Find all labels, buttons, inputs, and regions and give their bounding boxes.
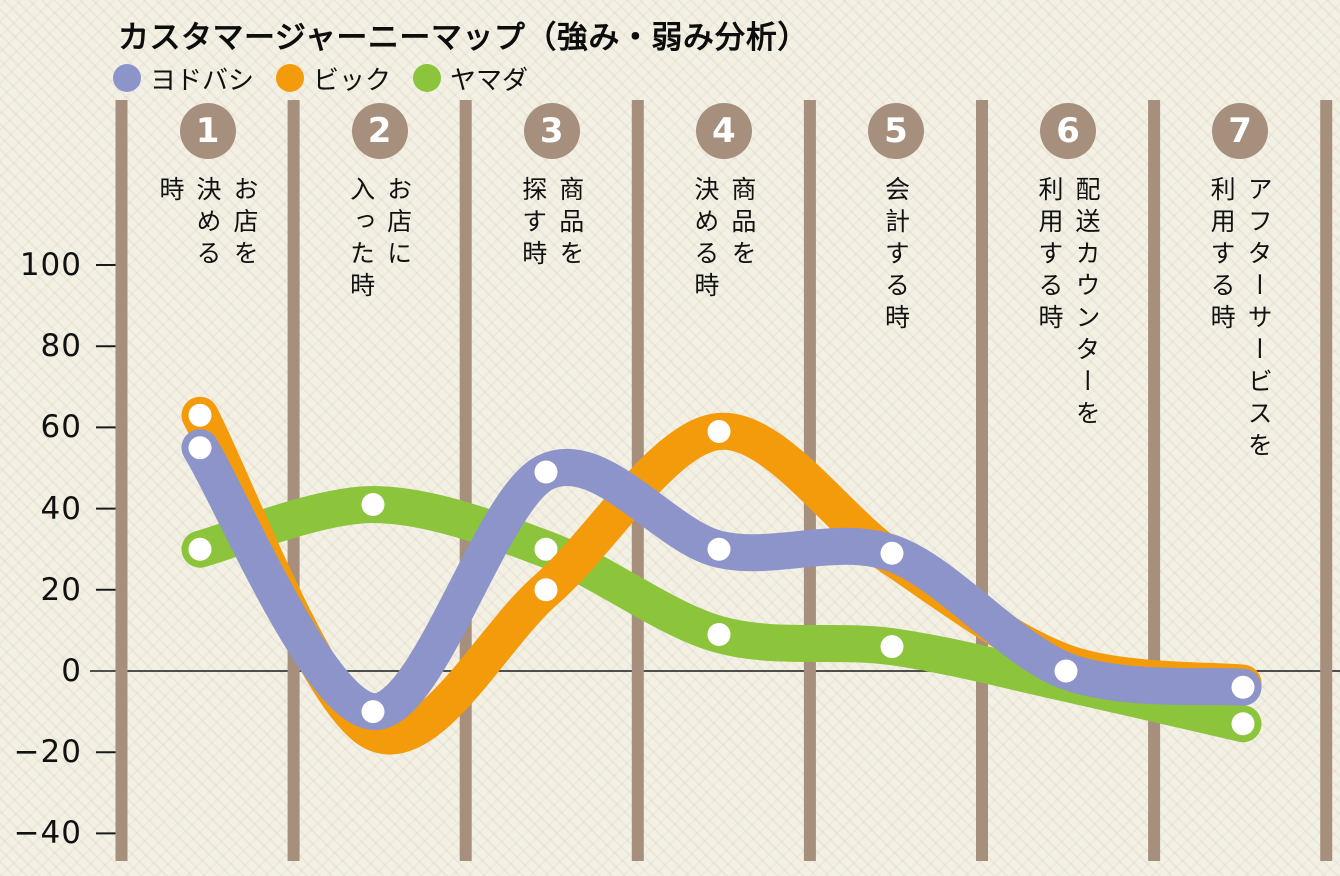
point-bic: [707, 419, 731, 443]
stage-divider-bar: [115, 100, 128, 861]
y-axis-tick-label: 40: [40, 490, 82, 527]
stage-label-line: 利用する時: [1035, 176, 1065, 336]
stage-label-line: お店を: [230, 176, 260, 272]
y-axis-tick-label: 60: [40, 409, 82, 446]
stage-label-line: アフターサービスを: [1244, 176, 1274, 464]
stage-label-line: 会計する時: [881, 176, 911, 336]
stage-number-badge: 7: [1212, 103, 1269, 159]
point-yamada: [361, 493, 385, 517]
legend-label: ヤマダ: [450, 65, 529, 96]
stage-label: 配送カウンターを 利用する時: [1031, 176, 1105, 432]
stage-number-badge: 2: [351, 103, 408, 159]
legend-swatch-bic: [276, 64, 305, 92]
stage-number-badge: 4: [695, 103, 752, 159]
y-axis-tick-label: −20: [13, 734, 82, 771]
legend-label: ヨドバシ: [150, 65, 255, 96]
line-yodobashi: [181, 429, 1262, 731]
stage-divider-bar: [459, 100, 472, 861]
stage-divider-bar: [1148, 100, 1161, 861]
point-yamada: [707, 622, 731, 646]
y-axis-tick-label: 80: [40, 328, 82, 365]
y-axis-tick-label: 0: [61, 653, 82, 689]
stage-label-line: 決める時: [690, 176, 720, 304]
legend-label: ビック: [313, 65, 392, 96]
stage-label-line: 商品を: [727, 176, 757, 272]
legend-swatch-yamada: [413, 64, 442, 92]
stage-label-line: 決める: [193, 176, 223, 272]
stage-divider-bar: [287, 100, 300, 861]
stage-label-line: 入った時: [346, 176, 376, 304]
stage-number-badge: 1: [179, 103, 236, 159]
legend-item-yamada: ヤマダ: [413, 60, 528, 97]
stage-label-line: 配送カウンターを: [1072, 176, 1102, 432]
point-yamada: [1231, 712, 1255, 736]
y-axis-tick-label: −40: [13, 815, 82, 852]
stage-number-badge: 5: [867, 103, 924, 159]
stage-label-line: お店に: [383, 176, 413, 272]
point-yamada: [188, 537, 212, 561]
stage-label: お店に 入った時: [343, 176, 417, 304]
chart-legend: ヨドバシ ビック ヤマダ: [113, 60, 528, 96]
chart-title: カスタマージャーニーマップ（強み・弱み分析）: [118, 20, 809, 56]
stage-label-line: 探す時: [518, 176, 548, 272]
stage-divider-bar: [1320, 100, 1333, 861]
point-yodobashi: [361, 700, 385, 724]
point-yodobashi: [880, 541, 904, 565]
stage-label-line: 時: [156, 176, 186, 208]
point-yodobashi: [534, 460, 558, 484]
point-bic: [188, 403, 212, 427]
stage-divider-bar: [976, 100, 988, 861]
stage-number-badge: 3: [523, 103, 580, 159]
legend-item-bic: ビック: [276, 60, 391, 97]
point-yodobashi: [1054, 659, 1078, 683]
y-axis-tick-label: 100: [19, 247, 82, 283]
stage-label-line: 利用する時: [1207, 176, 1237, 336]
point-yamada: [534, 537, 558, 561]
stage-label: お店を 決める時: [152, 176, 263, 272]
legend-item-yodobashi: ヨドバシ: [113, 60, 254, 97]
y-axis-tick-label: 20: [40, 571, 82, 608]
stage-label-line: 商品を: [555, 176, 585, 272]
stage-number-badge: 6: [1040, 103, 1097, 159]
stage-label: 会計する時: [877, 176, 914, 336]
point-yodobashi: [188, 436, 212, 460]
stage-label: アフターサービスを 利用する時: [1203, 176, 1277, 464]
point-yodobashi: [1231, 675, 1255, 699]
point-yodobashi: [707, 537, 731, 561]
point-yamada: [880, 635, 904, 659]
legend-swatch-yodobashi: [113, 64, 141, 92]
stage-label: 商品を 決める時: [687, 176, 761, 304]
point-bic: [534, 578, 558, 602]
stage-label: 商品を 探す時: [515, 176, 589, 272]
